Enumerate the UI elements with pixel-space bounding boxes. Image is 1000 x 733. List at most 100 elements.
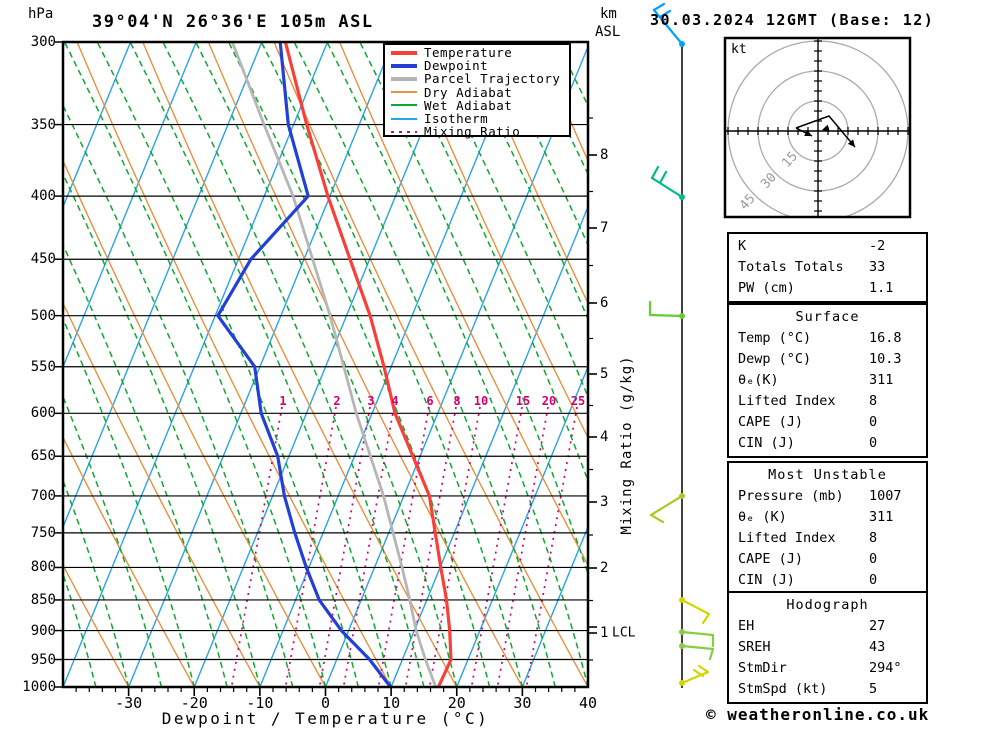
hodograph-arrowhead [822, 124, 830, 132]
wind-barb [679, 629, 715, 648]
legend-item: Isotherm [391, 111, 569, 126]
table-row-value: 27 [869, 618, 886, 634]
legend-item: Parcel Trajectory [391, 71, 569, 87]
wet-adiabat-line [457, 43, 587, 319]
wind-barb [679, 597, 711, 625]
legend-label: Parcel Trajectory [424, 71, 561, 87]
legend-item: Dry Adiabat [391, 84, 569, 100]
legend-swatch-wet-adiabat [391, 104, 417, 107]
legend-item: Dewpoint [391, 58, 569, 74]
table-row-value: 0 [869, 551, 878, 567]
wet-adiabat-line [392, 43, 587, 481]
mixing-ratio-line [284, 406, 337, 686]
copyright-footer: © weatheronline.co.uk [706, 705, 930, 724]
table-row: CAPE (J) 0 [729, 549, 926, 570]
table-row: Totals Totals 33 [729, 257, 926, 278]
wet-adiabat-line [64, 481, 130, 686]
dry-adiabat-line [76, 43, 392, 686]
table-row: K -2 [729, 236, 926, 257]
mixing-ratio-value-label: 3 [367, 394, 375, 408]
pressure-tick-label: 300 [30, 34, 56, 50]
wind-barb [649, 493, 685, 524]
pressure-tick-label: 800 [30, 559, 56, 576]
wet-adiabat-line [64, 43, 327, 686]
km-tick-label: 3 [600, 494, 609, 510]
table-row-label: SREH [738, 639, 771, 655]
table-row-value: 33 [869, 259, 886, 275]
pressure-tick-label: 450 [30, 251, 56, 268]
wind-barb [648, 300, 685, 319]
dry-adiabat-line [339, 43, 587, 565]
hodograph-arrowhead [804, 129, 812, 136]
table-row-label: PW (cm) [738, 280, 795, 296]
legend-label: Dewpoint [424, 58, 489, 74]
mixing-ratio-line [525, 406, 578, 686]
table-row-value: 0 [869, 435, 878, 451]
isotherm-line [64, 43, 131, 207]
wet-adiabat-line [162, 43, 425, 686]
wet-adiabat-line [490, 43, 587, 245]
isotherm-line [325, 47, 587, 686]
table-row-label: K [738, 238, 747, 254]
table-row-value: 0 [869, 414, 878, 430]
wet-adiabat-line [64, 174, 261, 686]
table-row: θₑ(K) 311 [729, 370, 926, 391]
pressure-tick-label: 1000 [22, 679, 56, 695]
mixing-ratio-value-label: 25 [570, 394, 586, 408]
table-row-label: θₑ(K) [738, 372, 779, 388]
table-row-value: 294° [869, 660, 902, 676]
table-row-value: 0 [869, 572, 878, 588]
km-tick-label: 1 [600, 625, 609, 641]
isotherm-line [259, 43, 525, 686]
table-row-label: Dewp (°C) [738, 351, 812, 367]
legend-label: Dry Adiabat [424, 84, 513, 100]
legend-swatch-dewpoint [391, 63, 417, 68]
wind-barb [679, 643, 715, 661]
mixing-ratio-value-label: 1 [279, 394, 287, 408]
wet-adiabat-line [64, 105, 294, 686]
station-title: 39°04'N 26°36'E 105m ASL [92, 12, 374, 32]
temperature-tick-label: 30 [513, 694, 532, 712]
dry-adiabat-line [64, 438, 195, 686]
table-row-label: StmDir [738, 660, 787, 676]
wind-barb [679, 664, 710, 686]
sounding-curves [216, 43, 453, 686]
x-axis-title: Dewpoint / Temperature (°C) [161, 709, 490, 728]
table-row: Lifted Index 8 [729, 391, 926, 412]
table-row-label: Pressure (mb) [738, 488, 844, 504]
table-title: Most Unstable [768, 467, 887, 483]
table-row-value: 311 [869, 372, 894, 388]
pressure-tick-label: 400 [30, 188, 56, 205]
mixing-ratio-value-label: 6 [426, 394, 434, 408]
legend-swatch-isotherm [391, 117, 417, 120]
table-row: StmSpd (kt) 5 [729, 679, 926, 700]
pressure-tick-label: 700 [30, 487, 56, 504]
hodograph-arrowhead [847, 139, 855, 147]
mixing-ratio-line [318, 406, 371, 686]
wind-barb [650, 165, 685, 200]
table-row-label: Temp (°C) [738, 330, 812, 346]
legend-swatch-temperature [391, 50, 417, 55]
table-row-label: CAPE (J) [738, 551, 804, 567]
km-tick-label: 2 [600, 560, 609, 576]
table-row-value: 8 [869, 530, 878, 546]
wet-adiabat-line [359, 43, 587, 574]
table-row: StmDir 294° [729, 658, 926, 679]
table-row: θₑ (K) 311 [729, 507, 926, 528]
legend-label: Wet Adiabat [424, 97, 513, 113]
legend-item: Wet Adiabat [391, 97, 569, 113]
wet-adiabat-line [64, 245, 228, 686]
wet-adiabat-line [64, 397, 162, 686]
isotherm-line [64, 43, 197, 367]
isotherm-line [128, 43, 394, 686]
wet-adiabat-line [195, 43, 458, 686]
table-row-value: 5 [869, 681, 878, 697]
mixing-ratio-value-label: 8 [453, 394, 461, 408]
legend: Temperature Dewpoint Parcel Trajectory Dry … [383, 43, 571, 139]
pressure-tick-label: 750 [30, 524, 56, 541]
dry-adiabat-line [273, 43, 587, 686]
table-row-label: Lifted Index [738, 393, 836, 409]
legend-label: Temperature [424, 45, 513, 61]
mixing-ratio-value-label: 20 [541, 394, 557, 408]
